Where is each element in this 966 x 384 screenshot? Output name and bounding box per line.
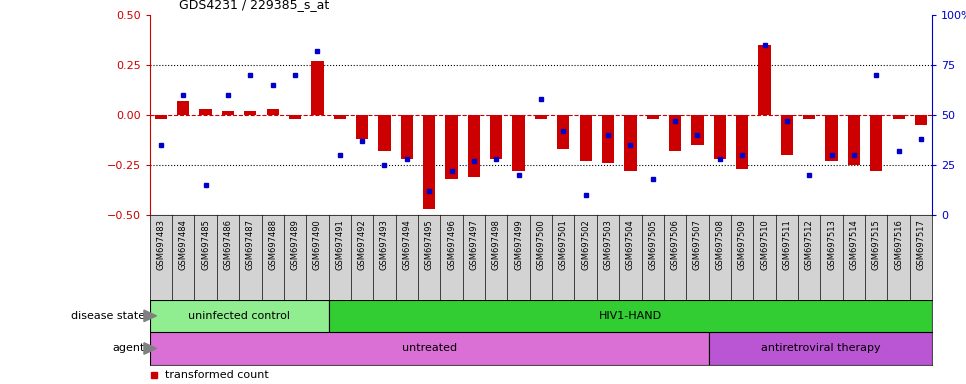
Bar bbox=[646, 115, 659, 119]
Bar bbox=[781, 115, 793, 155]
Text: HIV1-HAND: HIV1-HAND bbox=[599, 311, 662, 321]
Text: GSM697517: GSM697517 bbox=[917, 219, 925, 270]
Bar bbox=[150, 332, 709, 365]
Text: GDS4231 / 229385_s_at: GDS4231 / 229385_s_at bbox=[179, 0, 329, 12]
Bar bbox=[758, 45, 771, 115]
Bar bbox=[267, 109, 279, 115]
Text: GSM697506: GSM697506 bbox=[670, 219, 680, 270]
Bar bbox=[803, 115, 815, 119]
Text: uninfected control: uninfected control bbox=[188, 311, 290, 321]
Bar bbox=[150, 300, 328, 332]
Bar bbox=[401, 115, 413, 159]
Bar bbox=[328, 300, 932, 332]
Bar bbox=[893, 115, 905, 119]
Text: transformed count: transformed count bbox=[165, 370, 269, 381]
Bar bbox=[714, 115, 726, 159]
Bar bbox=[709, 332, 932, 365]
Text: GSM697512: GSM697512 bbox=[805, 219, 813, 270]
Text: GSM697498: GSM697498 bbox=[492, 219, 500, 270]
Text: GSM697496: GSM697496 bbox=[447, 219, 456, 270]
Bar bbox=[244, 111, 257, 115]
Text: GSM697500: GSM697500 bbox=[536, 219, 546, 270]
Bar bbox=[222, 111, 234, 115]
Bar bbox=[624, 115, 637, 171]
Text: GSM697489: GSM697489 bbox=[291, 219, 299, 270]
Text: GSM697492: GSM697492 bbox=[357, 219, 367, 270]
Bar bbox=[423, 115, 436, 209]
Text: GSM697513: GSM697513 bbox=[827, 219, 837, 270]
Bar bbox=[580, 115, 592, 161]
Bar bbox=[602, 115, 614, 163]
Text: GSM697508: GSM697508 bbox=[715, 219, 724, 270]
Bar bbox=[445, 115, 458, 179]
Text: GSM697485: GSM697485 bbox=[201, 219, 211, 270]
Text: GSM697501: GSM697501 bbox=[558, 219, 568, 270]
Bar bbox=[870, 115, 883, 171]
Bar bbox=[668, 115, 681, 151]
Text: GSM697504: GSM697504 bbox=[626, 219, 635, 270]
Text: GSM697507: GSM697507 bbox=[693, 219, 702, 270]
Bar bbox=[289, 115, 301, 119]
Bar bbox=[333, 115, 346, 119]
Text: GSM697488: GSM697488 bbox=[269, 219, 277, 270]
Text: GSM697491: GSM697491 bbox=[335, 219, 344, 270]
Bar bbox=[736, 115, 749, 169]
Text: GSM697511: GSM697511 bbox=[782, 219, 791, 270]
Bar bbox=[199, 109, 212, 115]
Bar bbox=[155, 115, 167, 119]
Text: GSM697514: GSM697514 bbox=[849, 219, 859, 270]
Text: agent: agent bbox=[112, 343, 145, 354]
Text: GSM697505: GSM697505 bbox=[648, 219, 657, 270]
Text: GSM697497: GSM697497 bbox=[469, 219, 478, 270]
Text: GSM697503: GSM697503 bbox=[604, 219, 612, 270]
Text: GSM697516: GSM697516 bbox=[895, 219, 903, 270]
Bar bbox=[490, 115, 502, 159]
Text: GSM697493: GSM697493 bbox=[380, 219, 389, 270]
Text: GSM697509: GSM697509 bbox=[738, 219, 747, 270]
Text: GSM697483: GSM697483 bbox=[156, 219, 165, 270]
Text: GSM697502: GSM697502 bbox=[582, 219, 590, 270]
Bar bbox=[825, 115, 838, 161]
Text: GSM697484: GSM697484 bbox=[179, 219, 187, 270]
Bar bbox=[379, 115, 390, 151]
Bar bbox=[848, 115, 860, 165]
Bar bbox=[355, 115, 368, 139]
Bar bbox=[915, 115, 927, 125]
Bar bbox=[692, 115, 703, 145]
Text: GSM697487: GSM697487 bbox=[245, 219, 255, 270]
Bar bbox=[512, 115, 525, 171]
Text: GSM697510: GSM697510 bbox=[760, 219, 769, 270]
Text: GSM697515: GSM697515 bbox=[871, 219, 881, 270]
Text: antiretroviral therapy: antiretroviral therapy bbox=[760, 343, 880, 354]
Bar bbox=[535, 115, 547, 119]
Bar bbox=[311, 61, 324, 115]
Text: untreated: untreated bbox=[402, 343, 457, 354]
Text: GSM697490: GSM697490 bbox=[313, 219, 322, 270]
Text: GSM697486: GSM697486 bbox=[223, 219, 233, 270]
Text: disease state: disease state bbox=[71, 311, 145, 321]
Text: GSM697499: GSM697499 bbox=[514, 219, 524, 270]
Bar bbox=[177, 101, 189, 115]
Bar bbox=[557, 115, 570, 149]
Text: GSM697494: GSM697494 bbox=[402, 219, 412, 270]
Text: GSM697495: GSM697495 bbox=[425, 219, 434, 270]
Bar bbox=[468, 115, 480, 177]
